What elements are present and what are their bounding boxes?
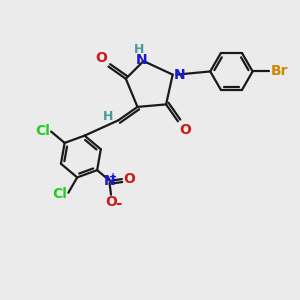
- Text: Cl: Cl: [52, 187, 67, 201]
- Text: Cl: Cl: [35, 124, 50, 138]
- Text: Br: Br: [270, 64, 288, 78]
- Text: O: O: [123, 172, 135, 186]
- Text: H: H: [134, 43, 144, 56]
- Text: O: O: [105, 195, 117, 209]
- Text: +: +: [109, 172, 117, 182]
- Text: N: N: [174, 68, 186, 82]
- Text: N: N: [104, 174, 115, 188]
- Text: O: O: [95, 51, 107, 65]
- Text: H: H: [103, 110, 113, 123]
- Text: O: O: [179, 123, 191, 137]
- Text: N: N: [136, 53, 148, 67]
- Text: -: -: [115, 196, 122, 211]
